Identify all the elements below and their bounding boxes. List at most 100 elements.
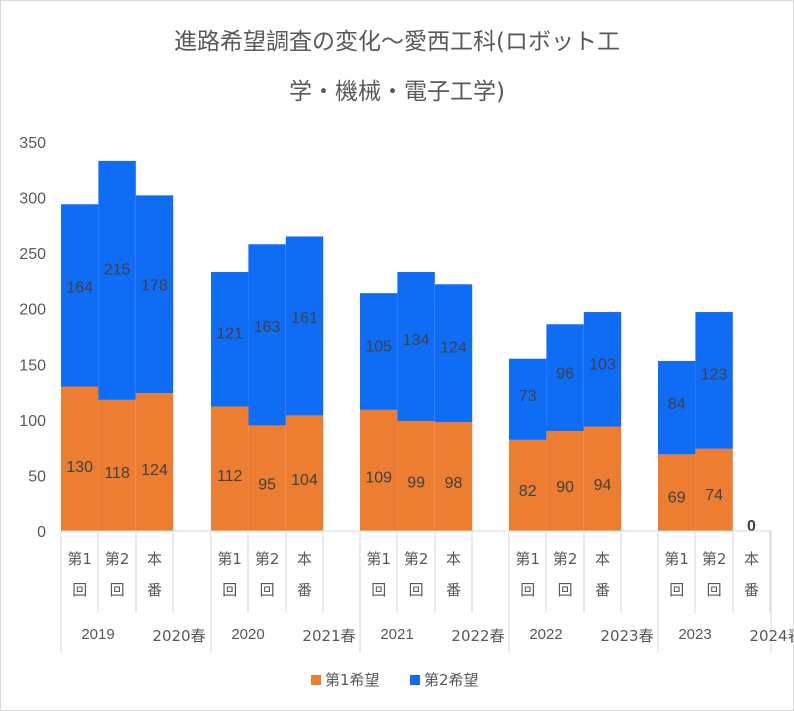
x-category-label-2020-3-b: 番 (297, 581, 312, 599)
x-category-label-2020-1-b: 回 (222, 581, 237, 599)
x-category-label-2021-3-b: 番 (446, 581, 461, 599)
label-first-choice-2021-3: 98 (445, 475, 463, 492)
x-group-spring-2023: 2024春 (749, 627, 793, 645)
bar-second-choice-2020-3 (285, 236, 324, 416)
label-second-choice-2022-3: 103 (589, 357, 616, 374)
x-category-label-2023-3-a: 本 (744, 550, 759, 568)
label-first-choice-2023-1: 69 (668, 489, 686, 506)
x-group-spring-2022: 2023春 (600, 627, 653, 645)
label-second-choice-2023-2: 123 (701, 367, 728, 384)
label-second-choice-2019-2: 215 (104, 261, 131, 278)
y-tick-label-350: 350 (19, 135, 46, 152)
label-first-choice-2021-2: 99 (407, 474, 425, 491)
x-category-label-2020-3-a: 本 (297, 550, 312, 568)
x-category-label-2020-2-b: 回 (260, 581, 275, 599)
bar-first-choice-2022-1 (509, 439, 547, 531)
bar-second-choice-2021-3 (434, 284, 473, 423)
x-group-year-2022: 2022 (529, 626, 562, 643)
label-second-choice-2023-1: 84 (668, 396, 686, 413)
y-tick-label-250: 250 (19, 246, 46, 263)
bar-first-choice-2023-1 (658, 454, 696, 531)
y-tick-label-200: 200 (19, 302, 46, 319)
x-category-label-2023-2-b: 回 (707, 581, 722, 599)
bar-second-choice-2020-1 (211, 272, 249, 407)
label-second-choice-2021-3: 124 (440, 339, 467, 356)
bar-second-choice-2020-2 (248, 244, 286, 426)
x-category-label-2022-3-b: 番 (595, 581, 610, 599)
x-group-year-2021: 2021 (380, 626, 413, 643)
label-second-choice-2021-2: 134 (403, 332, 430, 349)
chart-title: 進路希望調査の変化～愛西工科(ロボット工 学・機械・電子工学) (174, 29, 620, 105)
bar-second-choice-2019-1 (61, 204, 99, 387)
chart-title-line-1: 進路希望調査の変化～愛西工科(ロボット工 (174, 29, 620, 55)
bar-second-choice-2023-1 (658, 360, 696, 455)
label-first-choice-2023-2: 74 (705, 487, 723, 504)
x-category-label-2022-2-b: 回 (558, 581, 573, 599)
x-category-label-2023-2-a: 第2 (702, 550, 727, 568)
x-group-year-2020: 2020 (231, 626, 264, 643)
chart-title-line-2: 学・機械・電子工学) (289, 79, 505, 105)
bar-first-choice-2021-2 (397, 420, 435, 531)
label-first-choice-2019-3: 124 (141, 462, 168, 479)
x-category-label-2021-3-a: 本 (446, 550, 461, 568)
bar-second-choice-2021-2 (397, 272, 435, 421)
y-tick-label-150: 150 (19, 357, 46, 374)
label-first-choice-2019-2: 118 (104, 465, 130, 482)
x-category-label-2019-1-a: 第1 (67, 550, 92, 568)
label-second-choice-2022-1: 73 (519, 388, 537, 405)
x-category-label-2020-1-a: 第1 (217, 550, 242, 568)
bars (61, 160, 733, 531)
label-first-choice-2021-1: 109 (365, 469, 392, 486)
bar-first-choice-2019-3 (135, 393, 174, 531)
bar-second-choice-2019-2 (98, 160, 136, 400)
bar-first-choice-2022-2 (546, 430, 584, 531)
bar-second-choice-2022-3 (583, 312, 622, 427)
x-category-label-2023-1-a: 第1 (664, 550, 689, 568)
x-category-label-2021-2-a: 第2 (404, 550, 429, 568)
x-category-label-2020-2-a: 第2 (255, 550, 280, 568)
label-first-choice-2020-2: 95 (258, 476, 276, 493)
x-category-label-2021-1-a: 第1 (366, 550, 391, 568)
bar-first-choice-2020-3 (285, 415, 324, 531)
label-second-choice-2020-3: 161 (291, 310, 318, 327)
label-second-choice-2019-3: 178 (141, 277, 168, 294)
x-group-spring-2019: 2020春 (152, 627, 205, 645)
label-first-choice-2022-1: 82 (519, 483, 537, 500)
bar-second-choice-2021-1 (360, 293, 398, 410)
label-second-choice-2020-2: 163 (254, 319, 281, 336)
bar-second-choice-2023-2 (695, 312, 733, 449)
label-first-choice-2019-1: 130 (66, 459, 93, 476)
x-category-label-2019-3-a: 本 (147, 550, 162, 568)
y-tick-label-0: 0 (37, 524, 46, 541)
legend: 第1希望 第2希望 (311, 671, 479, 689)
x-group-year-2023: 2023 (678, 626, 711, 643)
x-category-label-2022-1-a: 第1 (515, 550, 540, 568)
x-category-label-2023-3-b: 番 (744, 581, 759, 599)
data-labels: 130 164 118 215 124 178 112 121 95 163 104 161 109 10… (66, 261, 756, 535)
bar-first-choice-2020-2 (248, 425, 286, 531)
label-first-choice-2020-3: 104 (291, 472, 318, 489)
bar-second-choice-2022-1 (509, 358, 547, 440)
legend-label-2: 第2希望 (424, 671, 479, 689)
label-first-choice-2020-1: 112 (217, 468, 243, 485)
x-category-label-2023-1-b: 回 (669, 581, 684, 599)
bar-first-choice-2019-2 (98, 399, 136, 531)
x-category-label-2022-1-b: 回 (520, 581, 535, 599)
label-second-choice-2022-2: 96 (556, 365, 574, 382)
bar-second-choice-2019-3 (135, 195, 174, 394)
legend-label-1: 第1希望 (325, 671, 380, 689)
y-tick-label-50: 50 (28, 468, 46, 485)
bar-first-choice-2023-2 (695, 448, 733, 531)
x-category-label-2019-2-a: 第2 (105, 550, 130, 568)
bar-first-choice-2022-3 (583, 426, 622, 531)
label-first-choice-2022-3: 94 (594, 477, 612, 494)
y-axis: 0 50 100 150 200 250 300 350 (19, 135, 46, 541)
label-second-choice-2021-1: 105 (365, 339, 392, 356)
y-tick-label-100: 100 (19, 413, 46, 430)
label-first-choice-2022-2: 90 (556, 479, 574, 496)
x-category-label-2019-2-b: 回 (110, 581, 125, 599)
bar-first-choice-2019-1 (61, 386, 99, 531)
